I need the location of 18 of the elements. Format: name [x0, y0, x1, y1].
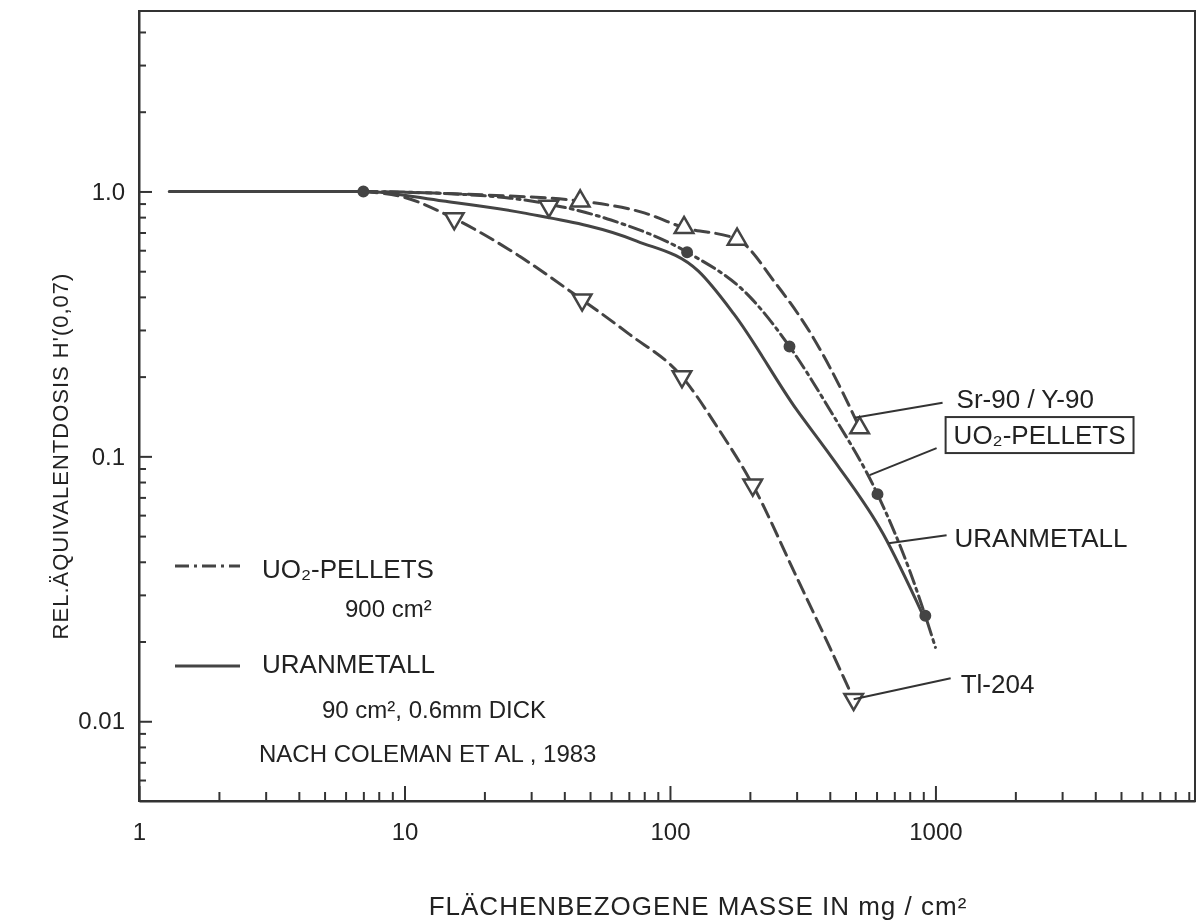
annotation: UO₂-PELLETS — [953, 420, 1126, 451]
legend-label: UO₂-PELLETS — [262, 554, 434, 584]
legend-label: URANMETALL — [262, 649, 435, 679]
annotation: Sr-90 / Y-90 — [956, 383, 1094, 414]
annotation: Tl-204 — [960, 669, 1035, 700]
annotation: URANMETALL — [954, 523, 1128, 554]
y-axis-title: REL.ÄQUIVALENTDOSIS H'(0,07) — [48, 272, 73, 640]
y-tick-label: 0.01 — [78, 707, 125, 735]
y-tick-label: 1.0 — [91, 177, 125, 205]
x-tick-label: 100 — [650, 818, 691, 846]
annotation: NACH COLEMAN ET AL , 1983 — [259, 740, 597, 767]
x-axis-title: FLÄCHENBEZOGENE MASSE IN mg / cm² — [428, 891, 968, 921]
annotation: 90 cm², 0.6mm DICK — [322, 696, 547, 723]
x-tick-label: 1 — [132, 818, 147, 846]
annotation: 900 cm² — [345, 595, 432, 622]
x-tick-label: 1000 — [909, 818, 963, 846]
y-tick-label: 0.1 — [91, 442, 125, 470]
x-tick-label: 10 — [391, 818, 419, 846]
